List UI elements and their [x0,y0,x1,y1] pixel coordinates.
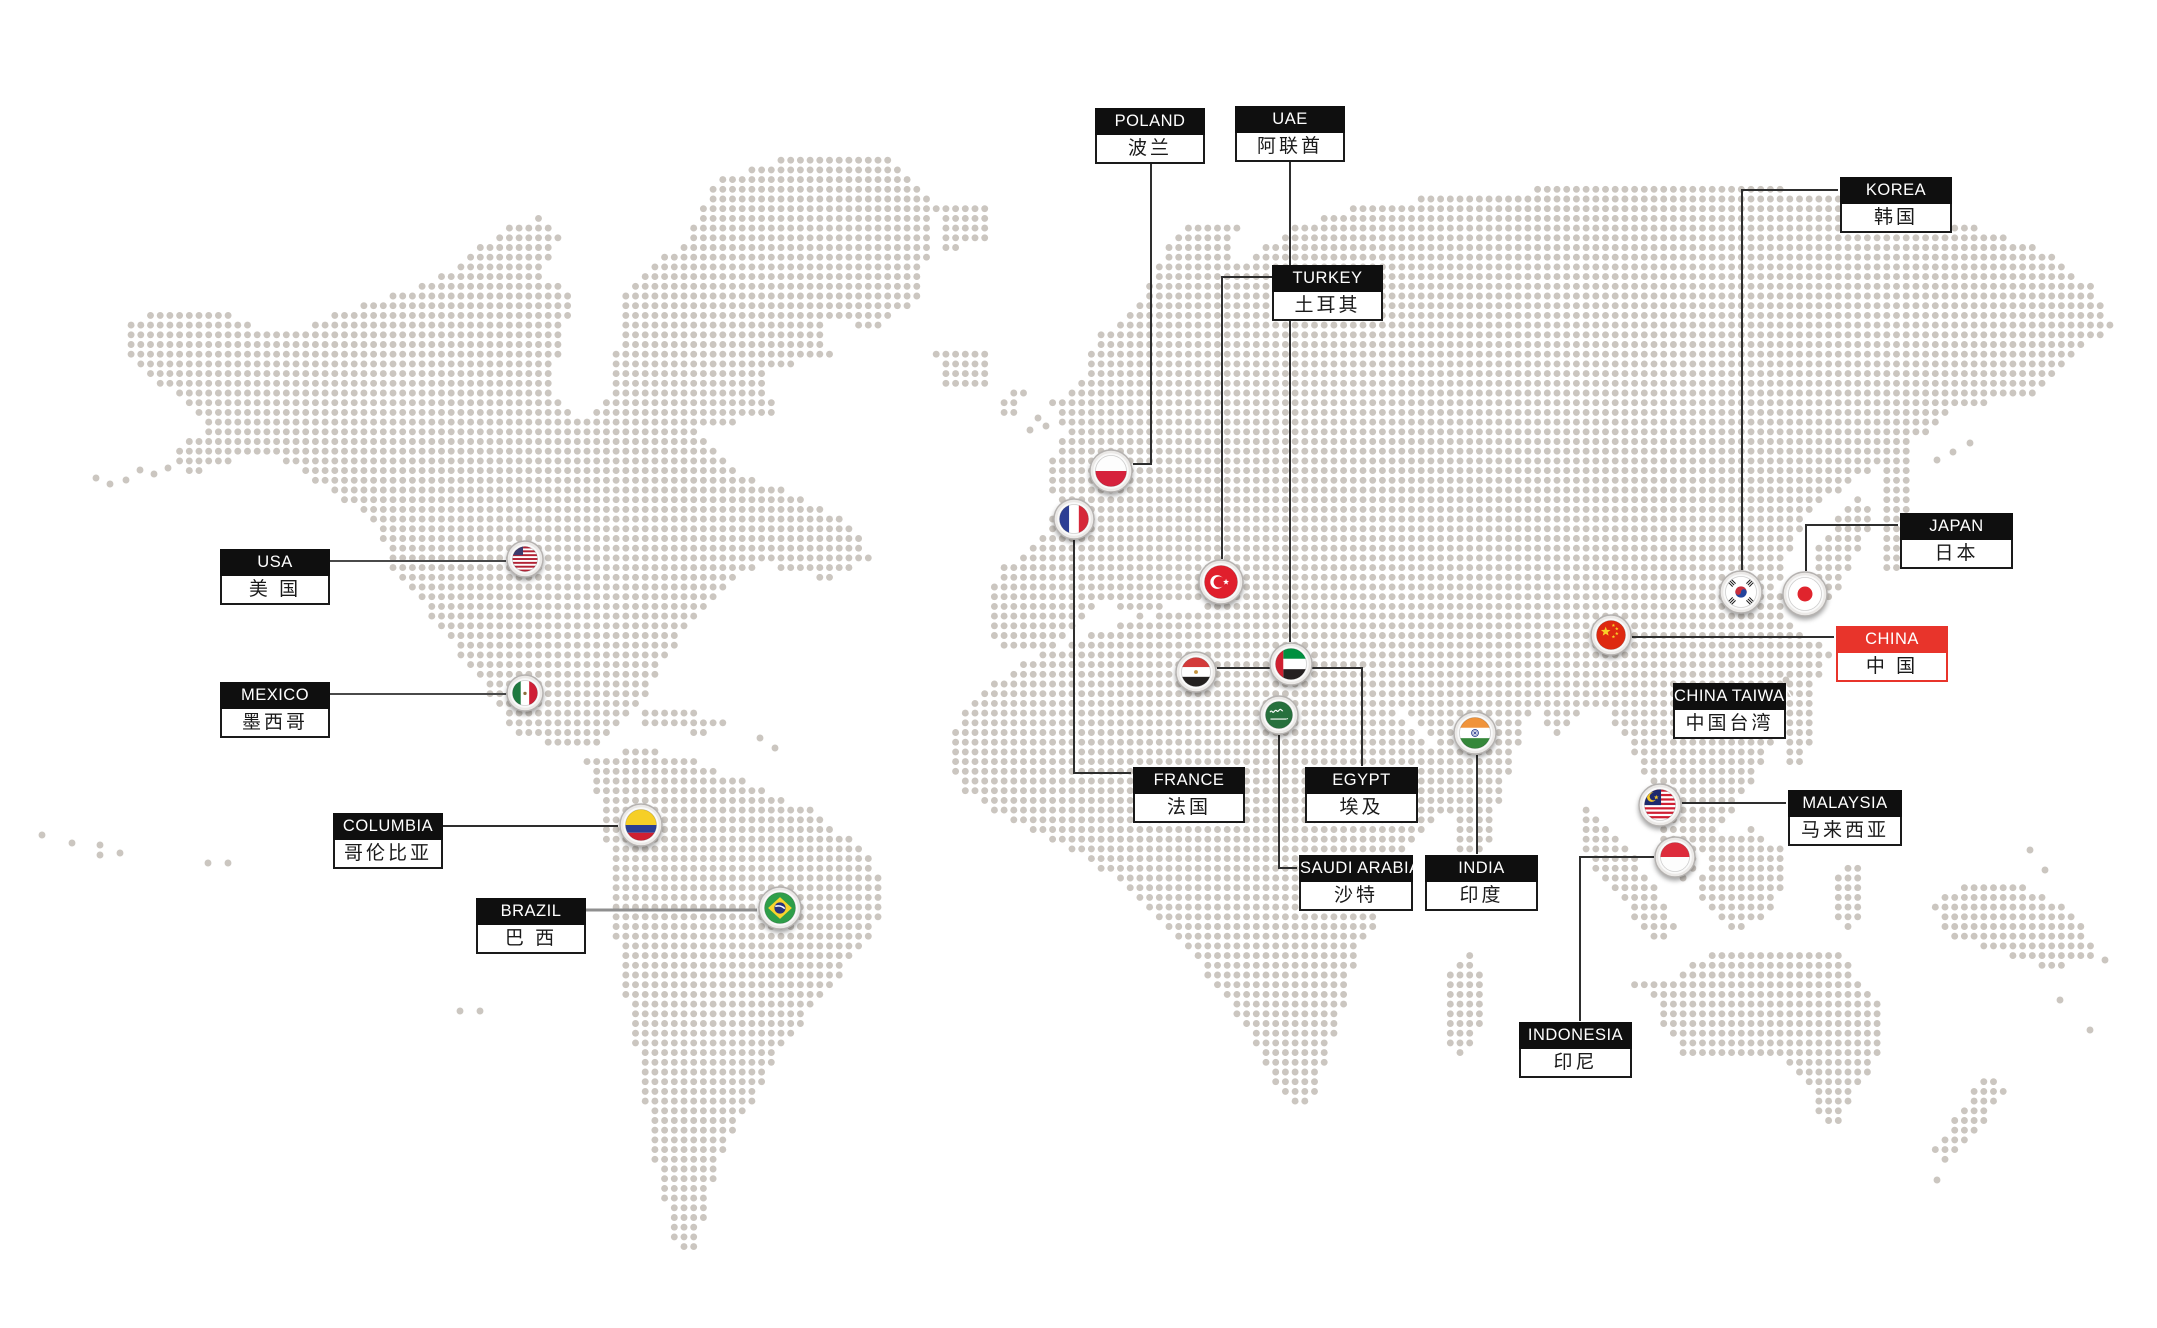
country-name-zh: 韩国 [1840,204,1952,233]
usa-flag [506,540,544,578]
mexico-flag [506,674,544,712]
country-label-mexico: MEXICO 墨西哥 [220,682,330,738]
korea-flag [1719,570,1763,614]
france-flag [1053,498,1095,540]
turkey-pin [1194,555,1248,609]
saudi-arabia-pin [1255,691,1303,739]
connector-line-indonesia [1579,856,1654,1021]
country-label-china-taiwan: CHINA TAIWAN 中国台湾 [1673,683,1797,739]
indonesia-pin [1650,832,1700,882]
country-name-en: COLUMBIA [333,813,443,840]
country-label-indonesia: INDONESIA 印尼 [1519,1022,1632,1078]
malaysia-pin [1634,779,1686,831]
uae-pin [1265,638,1317,690]
country-name-en: SAUDI ARABIA [1299,855,1420,882]
connector-line-japan [1805,524,1898,571]
connector-line-turkey [1221,276,1272,559]
country-name-zh: 阿联酋 [1235,133,1345,162]
egypt-pin [1171,647,1221,697]
japan-pin [1778,567,1832,621]
malaysia-flag [1638,783,1682,827]
india-flag [1453,711,1497,755]
country-label-france: FRANCE 法国 [1133,767,1245,823]
country-label-china: CHINA 中 国 [1836,626,1948,682]
brazil-pin [754,882,806,934]
country-name-zh: 马来西亚 [1788,817,1902,846]
country-label-korea: KOREA 韩国 [1840,177,1952,233]
country-name-en: BRAZIL [476,898,586,925]
country-label-turkey: TURKEY 土耳其 [1272,265,1383,321]
country-name-en: MALAYSIA [1788,790,1902,817]
country-name-zh: 中 国 [1836,653,1948,682]
country-name-zh: 波兰 [1095,135,1205,164]
connector-line-korea [1741,189,1838,570]
connector-line-france [1073,540,1131,774]
country-label-japan: JAPAN 日本 [1900,513,2013,569]
country-label-egypt: EGYPT 埃及 [1305,767,1418,823]
country-label-columbia: COLUMBIA 哥伦比亚 [333,813,443,869]
country-label-poland: POLAND 波兰 [1095,108,1205,164]
country-name-en: CHINA TAIWAN [1673,683,1797,710]
saudi-arabia-flag [1259,695,1299,735]
country-name-zh: 墨西哥 [220,709,330,738]
brazil-flag [758,886,802,930]
country-name-zh: 日本 [1900,540,2013,569]
india-pin [1449,707,1501,759]
japan-flag [1782,571,1828,617]
country-name-en: INDONESIA [1519,1022,1632,1049]
country-name-zh: 沙特 [1299,882,1413,911]
france-pin [1049,494,1099,544]
turkey-flag [1198,559,1244,605]
country-name-en: TURKEY [1272,265,1383,292]
china-pin [1586,610,1636,660]
indonesia-flag [1654,836,1696,878]
china-flag [1590,614,1632,656]
country-label-malaysia: MALAYSIA 马来西亚 [1788,790,1902,846]
korea-pin [1715,566,1767,618]
usa-pin [502,536,548,582]
colombia-flag [619,803,663,847]
country-name-zh: 印尼 [1519,1049,1632,1078]
mexico-pin [502,670,548,716]
poland-pin [1085,445,1137,497]
country-label-saudi-arabia: SAUDI ARABIA 沙特 [1299,855,1420,911]
country-name-zh: 中国台湾 [1673,710,1786,739]
country-name-en: FRANCE [1133,767,1245,794]
country-label-india: INDIA 印度 [1425,855,1538,911]
country-name-en: INDIA [1425,855,1538,882]
country-name-zh: 巴 西 [476,925,586,954]
egypt-flag [1175,651,1217,693]
country-name-zh: 哥伦比亚 [333,840,443,869]
country-name-en: CHINA [1836,626,1948,653]
connector-line-saudi-arabia [1278,735,1297,869]
country-label-brazil: BRAZIL 巴 西 [476,898,586,954]
uae-flag [1269,642,1313,686]
country-name-zh: 印度 [1425,882,1538,911]
columbia-pin [615,799,667,851]
country-name-en: UAE [1235,106,1345,133]
country-name-zh: 美 国 [220,576,330,605]
country-label-usa: USA 美 国 [220,549,330,605]
country-name-zh: 法国 [1133,794,1245,823]
country-name-zh: 埃及 [1305,794,1418,823]
country-name-en: KOREA [1840,177,1952,204]
country-name-en: EGYPT [1305,767,1418,794]
country-name-en: POLAND [1095,108,1205,135]
connector-line-poland [1133,162,1152,465]
country-name-en: JAPAN [1900,513,2013,540]
connector-line-egypt [1217,667,1363,766]
country-name-en: MEXICO [220,682,330,709]
country-name-en: USA [220,549,330,576]
country-label-uae: UAE 阿联酋 [1235,106,1345,162]
poland-flag [1089,449,1133,493]
country-name-zh: 土耳其 [1272,292,1383,321]
